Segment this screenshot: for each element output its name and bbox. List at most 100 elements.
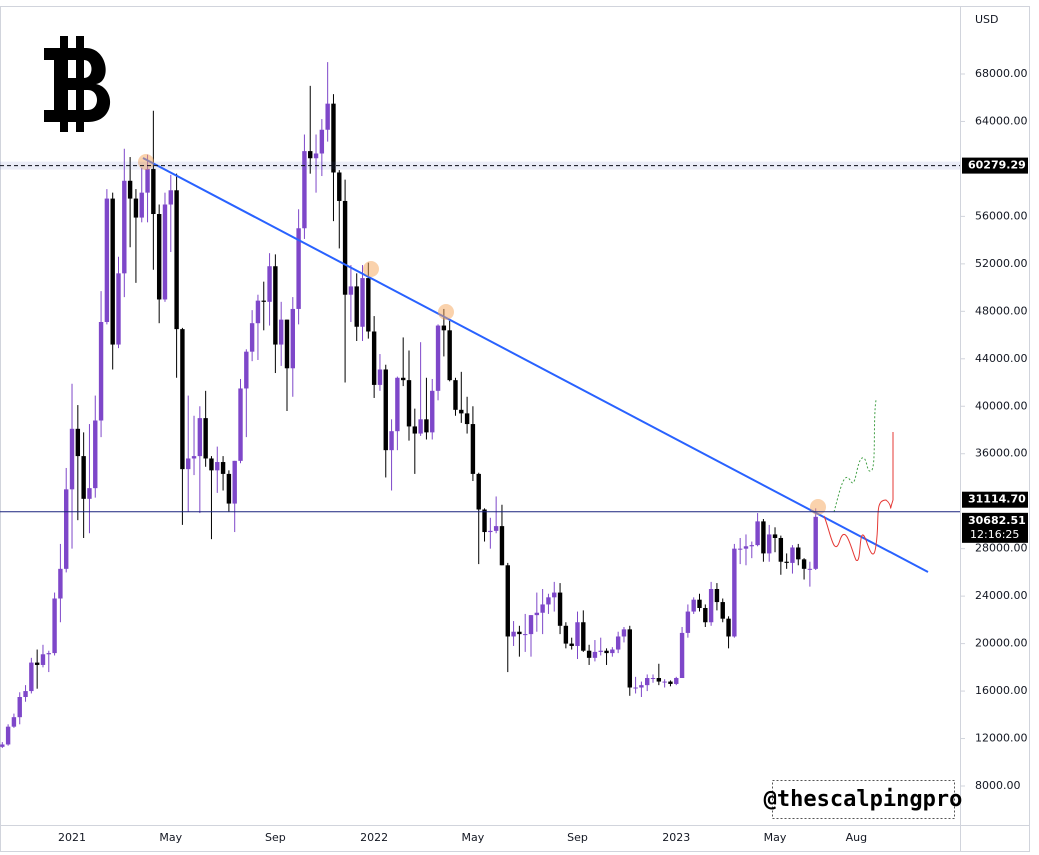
candle-body	[23, 691, 28, 698]
candle-body	[162, 204, 168, 300]
candle-body	[755, 521, 760, 546]
logo-b	[44, 48, 111, 122]
bitcoin-logo	[44, 36, 111, 132]
candle-body	[586, 650, 592, 658]
candle-body	[668, 681, 673, 684]
candle-body	[615, 636, 621, 650]
candle-body	[447, 330, 452, 381]
x-tick-label: May	[764, 831, 787, 844]
y-tick-label: 36000.00	[975, 447, 1028, 460]
price-label-box	[962, 157, 1028, 174]
candle-body	[226, 473, 232, 504]
x-tick-label: 2022	[360, 831, 388, 844]
candle-body	[714, 589, 720, 603]
countdown-label: 12:16:25	[970, 528, 1019, 541]
candle-body	[703, 607, 708, 623]
candle-body	[674, 678, 679, 684]
candle-body	[5, 726, 11, 745]
candle-body	[296, 228, 301, 309]
candle-body	[52, 598, 57, 654]
x-tick-label: 2023	[662, 831, 690, 844]
candle-body	[645, 678, 650, 686]
candle-body	[145, 168, 150, 193]
candle-body	[691, 599, 696, 612]
x-tick-label: Aug	[846, 831, 867, 844]
candle-body	[58, 568, 63, 599]
candle-body	[581, 622, 586, 651]
candle-body	[278, 319, 284, 345]
y-tick-label: 20000.00	[975, 637, 1028, 650]
candle-body	[459, 409, 464, 414]
x-tick-label: Sep	[567, 831, 588, 844]
candle-body	[540, 604, 545, 613]
candle-body	[569, 643, 574, 646]
candle-body	[656, 678, 662, 682]
y-tick-label: 64000.00	[975, 114, 1028, 127]
candle-body	[610, 649, 615, 654]
candle-body	[133, 198, 139, 218]
candle-body	[418, 419, 423, 434]
candle-body	[406, 380, 412, 427]
y-tick-label: 68000.00	[975, 67, 1028, 80]
candle-body	[93, 420, 98, 489]
candle-body	[424, 419, 429, 433]
y-tick-label: 28000.00	[975, 542, 1028, 555]
projection-bullish-path	[833, 399, 877, 513]
y-tick-label: 40000.00	[975, 399, 1028, 412]
candle-body	[348, 286, 354, 295]
y-tick-label: 48000.00	[975, 304, 1028, 317]
candle-body	[220, 462, 226, 474]
candle-body	[697, 599, 702, 608]
candle-body	[87, 488, 92, 499]
candle-body	[127, 180, 133, 199]
candle-body	[17, 697, 22, 718]
candle-body	[639, 685, 644, 688]
candle-body	[435, 325, 441, 391]
candle-body	[81, 456, 86, 499]
candle-body	[737, 548, 743, 550]
candle-body	[453, 380, 458, 410]
candle-body	[261, 300, 266, 302]
candle-body	[796, 547, 801, 560]
candle-body	[488, 530, 493, 533]
candle-body	[720, 602, 725, 619]
y-tick-label: 12000.00	[975, 732, 1028, 745]
candle-body	[383, 369, 388, 451]
candle-body	[801, 559, 807, 569]
candle-body	[476, 473, 481, 510]
candle-body	[325, 103, 330, 130]
candle-body	[290, 308, 295, 369]
watermark: @thescalpingpro	[764, 787, 963, 812]
candle-body	[778, 537, 784, 562]
candle-body	[633, 687, 638, 689]
candle-body	[232, 460, 237, 504]
candle-body	[342, 200, 348, 295]
candle-body	[534, 612, 540, 616]
y-tick-label: 8000.00	[975, 779, 1021, 792]
candle-body	[557, 592, 563, 626]
candle-body	[505, 565, 510, 637]
candle-body	[807, 568, 813, 570]
candle-body	[662, 681, 667, 683]
watermark-box	[772, 780, 955, 819]
candle-body	[761, 521, 766, 554]
candle-body	[174, 190, 179, 330]
candle-body	[511, 631, 516, 637]
candle-body	[191, 456, 197, 459]
candle-body	[64, 489, 69, 569]
last-price-box	[962, 512, 1028, 543]
candle-body	[395, 377, 400, 432]
candle-body	[360, 278, 365, 327]
candle-body	[470, 424, 476, 474]
candle-body	[209, 458, 214, 471]
candle-body	[116, 273, 121, 345]
candle-body	[302, 151, 307, 229]
candle-body	[186, 458, 191, 470]
candle-body	[180, 329, 185, 470]
projection-bearish-path	[823, 432, 894, 561]
candle-body	[464, 413, 470, 425]
candle-body	[377, 369, 383, 385]
candle-body	[203, 418, 208, 459]
candle-body	[627, 629, 632, 688]
